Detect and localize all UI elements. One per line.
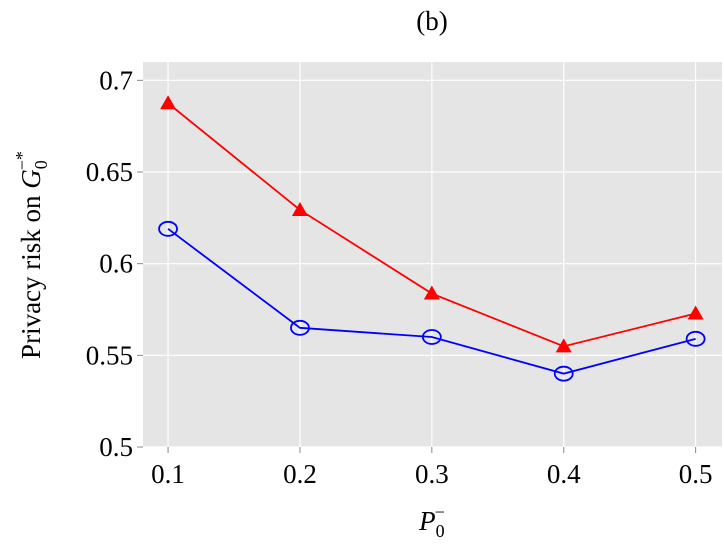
marker [291,201,308,216]
y-tick-label: 0.65 [86,157,133,187]
marker [423,285,440,300]
y-label-symbol: G [16,169,46,189]
x-label-superscript: − [435,502,445,522]
chart-title: (b) [416,6,447,36]
x-tick-label: 0.4 [547,459,581,489]
y-label-superscript: −* [12,151,32,170]
x-axis-label: P0− [418,502,445,541]
marker [290,319,310,336]
marker [553,365,574,382]
x-label-symbol: P [418,506,436,536]
marker [555,338,572,353]
series-line [167,228,696,375]
x-tick-label: 0.3 [415,459,449,489]
x-tick-label: 0.1 [151,459,185,489]
marker [158,220,178,237]
x-label-subscript: 0 [436,521,445,541]
y-axis-label: Privacy risk on G0−* [12,151,51,359]
marker [160,95,177,110]
marker [685,330,706,347]
y-tick-label: 0.6 [99,249,133,279]
y-tick-label: 0.55 [86,340,133,370]
y-label-subscript: 0 [31,160,51,169]
x-tick-label: 0.2 [283,459,317,489]
x-tick-label: 0.5 [679,459,713,489]
marker [687,305,704,320]
y-label-text: Privacy risk on [16,189,46,359]
y-tick-label: 0.5 [99,432,133,462]
plot-background [143,62,722,447]
marker [421,329,442,345]
y-tick-label: 0.7 [99,65,133,95]
